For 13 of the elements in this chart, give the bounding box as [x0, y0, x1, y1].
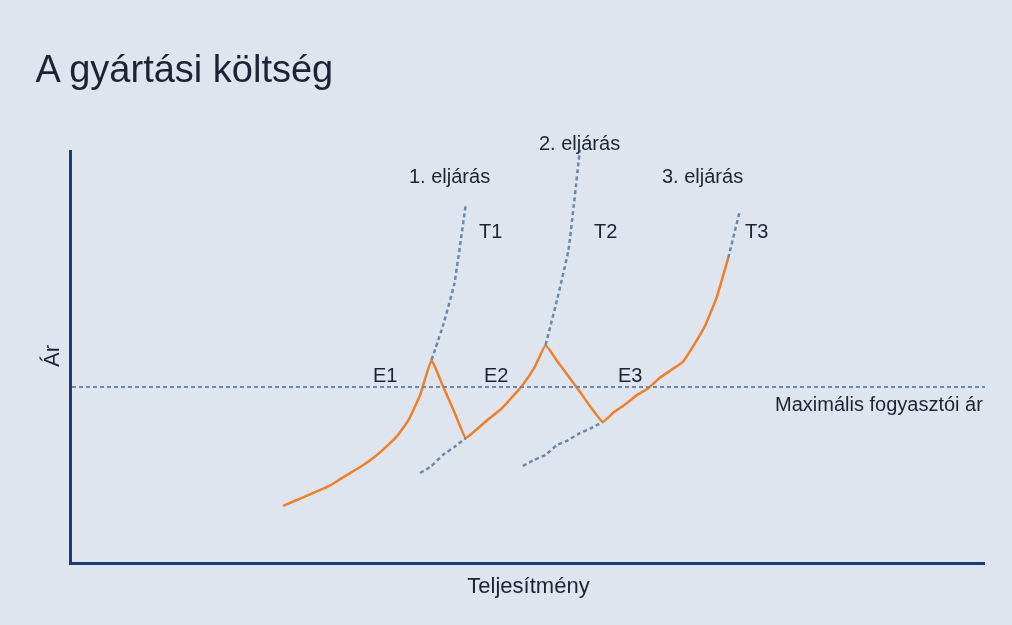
x-axis-title: Teljesítmény	[467, 573, 590, 599]
annotation: 1. eljárás	[409, 165, 491, 187]
ref-line-label: Maximális fogyasztói ár	[775, 393, 984, 415]
annotation: E1	[373, 364, 398, 386]
chart-title: A gyártási költség	[35, 48, 334, 91]
annotation: T3	[745, 220, 769, 242]
annotation: T1	[479, 220, 503, 242]
annotation: T2	[594, 220, 618, 242]
annotation: 2. eljárás	[539, 132, 621, 154]
y-axis-title: Ár	[38, 345, 64, 367]
annotation: E2	[484, 364, 509, 386]
annotation: E3	[618, 364, 643, 386]
annotation: 3. eljárás	[662, 165, 744, 187]
